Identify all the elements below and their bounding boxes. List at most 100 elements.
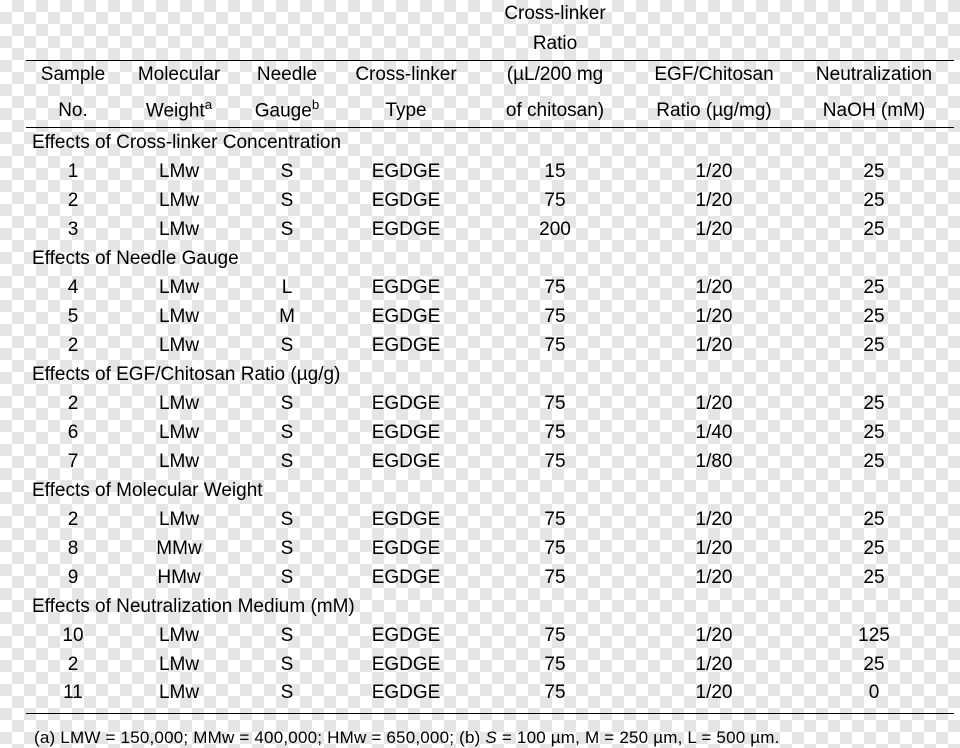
table-cell: L: [238, 273, 336, 302]
table-cell: 1/40: [634, 418, 794, 447]
table-cell: 25: [794, 273, 954, 302]
table-cell: LMw: [120, 186, 238, 215]
experiment-table: Cross-linker Ratio Sample Molecular Need…: [26, 0, 954, 714]
table-row: 1LMwSEGDGE151/2025: [26, 157, 954, 186]
table-cell: 1/20: [634, 331, 794, 360]
table-cell: S: [238, 389, 336, 418]
table-cell: LMw: [120, 447, 238, 476]
table-cell: S: [238, 186, 336, 215]
table-cell: 25: [794, 186, 954, 215]
col-molwt-1: Molecular: [120, 61, 238, 92]
table-cell: 25: [794, 331, 954, 360]
col-egf-1: EGF/Chitosan: [634, 61, 794, 92]
table-cell: 125: [794, 621, 954, 650]
table-cell: 75: [476, 505, 634, 534]
experiment-table-container: Cross-linker Ratio Sample Molecular Need…: [26, 0, 934, 748]
table-cell: 75: [476, 273, 634, 302]
table-cell: S: [238, 215, 336, 244]
table-row: 2LMwSEGDGE751/2025: [26, 505, 954, 534]
col-egf-2: Ratio (µg/mg): [634, 91, 794, 128]
table-cell: 75: [476, 418, 634, 447]
table-cell: 6: [26, 418, 120, 447]
table-cell: 2: [26, 331, 120, 360]
table-cell: 200: [476, 215, 634, 244]
table-cell: 5: [26, 302, 120, 331]
table-cell: LMw: [120, 302, 238, 331]
table-cell: 4: [26, 273, 120, 302]
col-molwt-2: Weighta: [120, 91, 238, 128]
table-cell: 75: [476, 534, 634, 563]
table-cell: EGDGE: [336, 447, 476, 476]
table-row: 10LMwSEGDGE751/20125: [26, 621, 954, 650]
table-cell: 25: [794, 302, 954, 331]
table-cell: 3: [26, 215, 120, 244]
table-cell: EGDGE: [336, 331, 476, 360]
table-cell: 1/20: [634, 650, 794, 679]
table-cell: 25: [794, 563, 954, 592]
table-cell: 1/20: [634, 302, 794, 331]
table-cell: 25: [794, 447, 954, 476]
table-cell: 8: [26, 534, 120, 563]
table-cell: EGDGE: [336, 621, 476, 650]
table-row: 8MMwSEGDGE751/2025: [26, 534, 954, 563]
col-naoh-1: Neutralization: [794, 61, 954, 92]
table-cell: S: [238, 418, 336, 447]
table-cell: 2: [26, 389, 120, 418]
table-row: 6LMwSEGDGE751/4025: [26, 418, 954, 447]
table-cell: 75: [476, 563, 634, 592]
table-cell: 25: [794, 650, 954, 679]
table-cell: 11: [26, 679, 120, 714]
table-cell: 15: [476, 157, 634, 186]
table-row: 7LMwSEGDGE751/8025: [26, 447, 954, 476]
table-cell: 10: [26, 621, 120, 650]
table-cell: 1/20: [634, 621, 794, 650]
col-xltype-2: Type: [336, 91, 476, 128]
table-row: 11LMwSEGDGE751/200: [26, 679, 954, 714]
table-cell: 1/20: [634, 273, 794, 302]
table-cell: 1/20: [634, 157, 794, 186]
col-sample-1: Sample: [26, 61, 120, 92]
table-row: 5LMwMEGDGE751/2025: [26, 302, 954, 331]
table-cell: S: [238, 157, 336, 186]
table-cell: 75: [476, 650, 634, 679]
table-cell: EGDGE: [336, 157, 476, 186]
table-cell: LMw: [120, 650, 238, 679]
table-cell: 7: [26, 447, 120, 476]
table-header: Cross-linker Ratio Sample Molecular Need…: [26, 0, 954, 128]
col-naoh-2: NaOH (mM): [794, 91, 954, 128]
section-label: Effects of Molecular Weight: [26, 476, 954, 505]
table-cell: LMw: [120, 331, 238, 360]
table-cell: 25: [794, 505, 954, 534]
table-cell: S: [238, 447, 336, 476]
table-row: 3LMwSEGDGE2001/2025: [26, 215, 954, 244]
table-cell: 2: [26, 186, 120, 215]
table-cell: LMw: [120, 418, 238, 447]
table-cell: 25: [794, 418, 954, 447]
table-cell: S: [238, 650, 336, 679]
table-cell: 75: [476, 679, 634, 714]
table-row: 2LMwSEGDGE751/2025: [26, 331, 954, 360]
col-crosslinker-ratio-4: of chitosan): [476, 91, 634, 128]
table-cell: LMw: [120, 215, 238, 244]
section-label: Effects of Cross-linker Concentration: [26, 128, 954, 157]
table-cell: MMw: [120, 534, 238, 563]
table-row: 4LMwLEGDGE751/2025: [26, 273, 954, 302]
table-cell: 0: [794, 679, 954, 714]
table-footnote: (a) LMW = 150,000; MMw = 400,000; HMw = …: [26, 714, 934, 748]
table-cell: S: [238, 563, 336, 592]
table-cell: 75: [476, 186, 634, 215]
table-cell: EGDGE: [336, 534, 476, 563]
table-cell: 1/20: [634, 505, 794, 534]
table-row: 9HMwSEGDGE751/2025: [26, 563, 954, 592]
table-cell: EGDGE: [336, 186, 476, 215]
table-cell: EGDGE: [336, 389, 476, 418]
table-cell: EGDGE: [336, 418, 476, 447]
table-cell: M: [238, 302, 336, 331]
table-cell: 1/20: [634, 389, 794, 418]
table-cell: 75: [476, 389, 634, 418]
table-row: 2LMwSEGDGE751/2025: [26, 186, 954, 215]
table-cell: EGDGE: [336, 215, 476, 244]
table-cell: 1/20: [634, 563, 794, 592]
table-cell: 1/20: [634, 215, 794, 244]
table-cell: LMw: [120, 389, 238, 418]
